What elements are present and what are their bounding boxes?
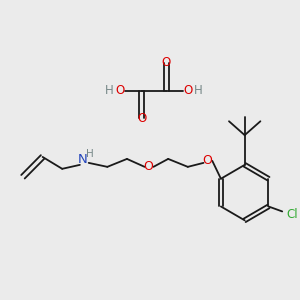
Text: H: H xyxy=(105,84,114,97)
Text: O: O xyxy=(137,112,146,125)
Text: N: N xyxy=(78,153,88,167)
Text: H: H xyxy=(194,84,203,97)
Text: O: O xyxy=(162,56,171,69)
Text: Cl: Cl xyxy=(286,208,298,221)
Text: H: H xyxy=(86,149,94,159)
Text: O: O xyxy=(144,160,154,173)
Text: O: O xyxy=(116,84,125,97)
Text: O: O xyxy=(202,154,212,167)
Text: O: O xyxy=(183,84,192,97)
